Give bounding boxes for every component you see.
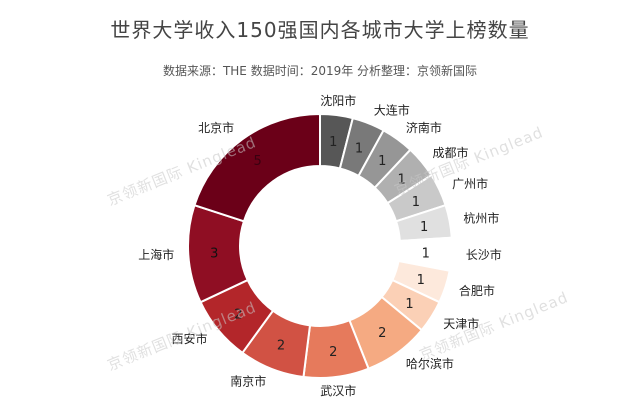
chart-subtitle: 数据来源：THE 数据时间：2019年 分析整理：京领新国际 <box>162 64 478 78</box>
slice-value-label: 2 <box>277 339 285 354</box>
slice-category-label: 上海市 <box>138 247 174 262</box>
slice-category-label: 天津市 <box>443 316 479 331</box>
slice-value-label: 1 <box>355 141 363 156</box>
slice-value-label: 1 <box>398 172 406 187</box>
slice-value-label: 1 <box>417 273 425 288</box>
slice-value-label: 1 <box>378 154 386 169</box>
slice-category-label: 哈尔滨市 <box>406 356 454 371</box>
slice-value-label: 1 <box>420 220 428 235</box>
slice-category-label: 杭州市 <box>463 211 499 226</box>
slice-value-label: 1 <box>405 297 413 312</box>
chart-title: 世界大学收入150强国内各城市大学上榜数量 <box>110 18 530 42</box>
slice-category-label: 广州市 <box>452 176 488 191</box>
slice-category-label: 南京市 <box>230 374 266 389</box>
slice-category-label: 成都市 <box>432 145 468 160</box>
slice-value-label: 2 <box>234 308 242 323</box>
slice-value-label: 2 <box>329 345 337 360</box>
slice-category-label: 长沙市 <box>466 247 502 262</box>
slice-value-label: 1 <box>412 195 420 210</box>
donut-slice <box>193 112 321 223</box>
slice-category-label: 西安市 <box>171 331 207 346</box>
slice-category-label: 合肥市 <box>459 283 495 298</box>
slice-category-label: 武汉市 <box>320 383 356 398</box>
slice-category-label: 北京市 <box>198 120 234 135</box>
slice-value-label: 3 <box>210 247 218 262</box>
slice-category-label: 济南市 <box>406 120 442 135</box>
slice-value-label: 2 <box>378 326 386 341</box>
slice-value-label: 1 <box>329 135 337 150</box>
slice-category-label: 大连市 <box>374 102 410 117</box>
slice-category-label: 沈阳市 <box>320 93 356 108</box>
slice-value-label: 5 <box>254 154 262 169</box>
slice-value-label: 1 <box>422 247 430 262</box>
